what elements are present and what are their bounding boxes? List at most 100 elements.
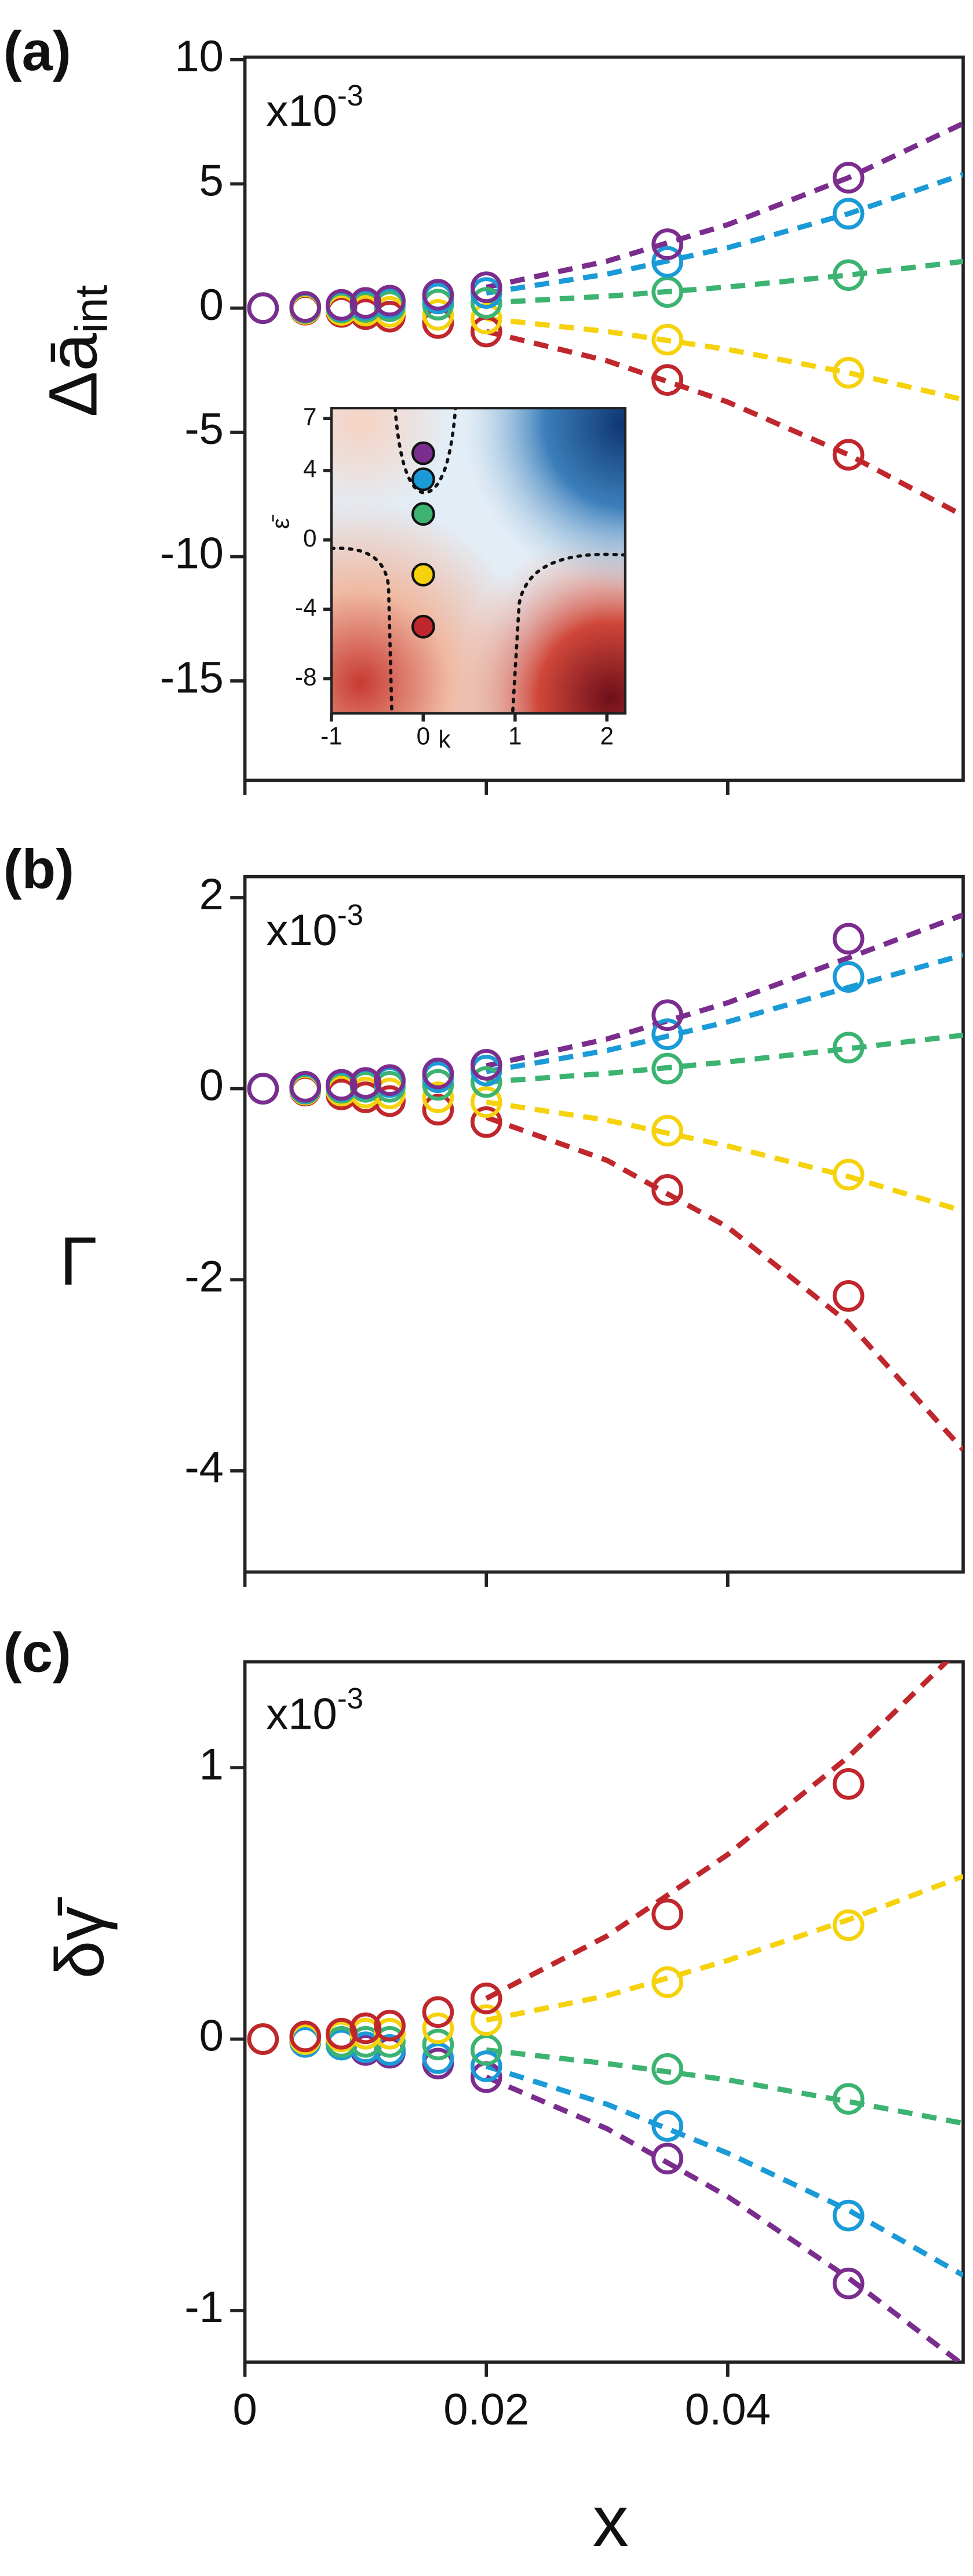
data-point — [651, 2143, 683, 2175]
y-tick-label: -4 — [184, 1443, 224, 1492]
panel-label: (b) — [3, 838, 74, 900]
data-point — [289, 2020, 322, 2053]
y-label-main: Δā — [35, 333, 112, 417]
x-axis-label: x — [593, 2482, 629, 2562]
data-point — [651, 1898, 683, 1930]
data-point — [247, 292, 279, 325]
data-point — [832, 961, 865, 993]
plot-frame — [243, 55, 965, 782]
data-point — [651, 228, 683, 260]
fit-line — [486, 121, 964, 290]
data-point — [247, 2023, 279, 2055]
data-point — [470, 287, 502, 319]
data-point — [832, 439, 865, 471]
data-point — [651, 1114, 683, 1147]
data-point — [651, 364, 683, 396]
data-point — [832, 1032, 865, 1064]
data-point — [651, 1018, 683, 1050]
data-point — [832, 259, 865, 291]
fit-line — [486, 1099, 964, 1214]
data-point — [422, 1069, 454, 1101]
y-tick-label: -1 — [184, 2283, 224, 2332]
data-point — [422, 298, 454, 331]
data-point — [411, 563, 435, 586]
fit-line — [486, 912, 964, 1069]
data-point — [651, 1052, 683, 1085]
y-axis-label: ε̄ — [267, 515, 294, 529]
y-axis-label: Γ — [60, 1223, 97, 1300]
y-tick-label: -10 — [160, 529, 224, 578]
y-tick-label: 0 — [199, 280, 224, 330]
data-point — [651, 276, 683, 308]
y-tick-label: 0 — [199, 1061, 224, 1110]
data-point — [374, 1064, 406, 1096]
data-point — [422, 2042, 454, 2074]
data-point — [411, 614, 435, 639]
fit-line — [486, 2047, 964, 2126]
data-point — [832, 923, 865, 955]
data-point — [470, 303, 502, 335]
data-point — [651, 1174, 683, 1206]
multiplier-exponent: -3 — [337, 79, 363, 112]
data-point — [832, 1158, 865, 1191]
data-point — [411, 467, 435, 491]
data-point — [470, 2050, 502, 2082]
data-point — [651, 2053, 683, 2085]
contour — [511, 552, 625, 713]
x-tick-label: 0.04 — [685, 2385, 771, 2434]
y-tick-label: 0 — [199, 2012, 224, 2061]
x-tick-label: 1 — [508, 722, 522, 749]
multiplier: x10-3 — [266, 1682, 363, 1739]
panel-label: (c) — [3, 1622, 71, 1684]
data-point — [289, 291, 322, 323]
data-point — [374, 2009, 406, 2042]
data-point — [422, 2028, 454, 2061]
contour — [331, 546, 393, 713]
data-point — [470, 1049, 502, 1081]
x-tick-label: 2 — [600, 722, 614, 749]
data-point — [325, 289, 358, 321]
y-tick-label: -2 — [184, 1252, 224, 1301]
data-point — [422, 1996, 454, 2028]
data-point — [470, 2004, 502, 2036]
inset-heatmap — [331, 408, 625, 713]
data-point — [470, 1983, 502, 2014]
data-point — [422, 1081, 454, 1113]
multiplier-exponent: -3 — [337, 898, 363, 931]
data-point — [470, 1066, 502, 1098]
data-point — [832, 162, 865, 194]
y-tick-label: 7 — [303, 403, 317, 430]
y-axis-label: δγ̄ — [42, 1897, 118, 1979]
data-point — [832, 198, 865, 230]
data-point — [832, 356, 865, 389]
multiplier-base: x10 — [266, 1689, 337, 1739]
fit-line — [486, 1874, 964, 2023]
data-point — [422, 1057, 454, 1090]
x-tick-label: -1 — [320, 722, 342, 749]
data-point — [325, 2017, 358, 2050]
data-point — [470, 271, 502, 304]
fit-line — [486, 329, 964, 518]
data-point — [349, 287, 382, 319]
data-point — [651, 323, 683, 356]
fit-line — [485, 1662, 950, 2001]
data-point — [832, 2083, 865, 2115]
data-point — [349, 1067, 382, 1099]
data-point — [349, 2012, 382, 2045]
data-point — [832, 2199, 865, 2232]
panel-label: (a) — [3, 20, 71, 82]
data-point — [411, 502, 435, 526]
data-point — [374, 2017, 406, 2050]
fit-line — [485, 2064, 964, 2278]
y-tick-label: -4 — [295, 594, 317, 621]
plot-frame — [243, 875, 965, 1574]
data-point — [422, 1094, 454, 1126]
y-tick-label: 2 — [199, 870, 224, 919]
fit-line — [485, 1114, 964, 1452]
fit-line — [486, 952, 964, 1074]
data-point — [247, 1073, 279, 1105]
fit-line — [485, 2075, 964, 2362]
x-tick-label: 0.02 — [443, 2385, 529, 2434]
